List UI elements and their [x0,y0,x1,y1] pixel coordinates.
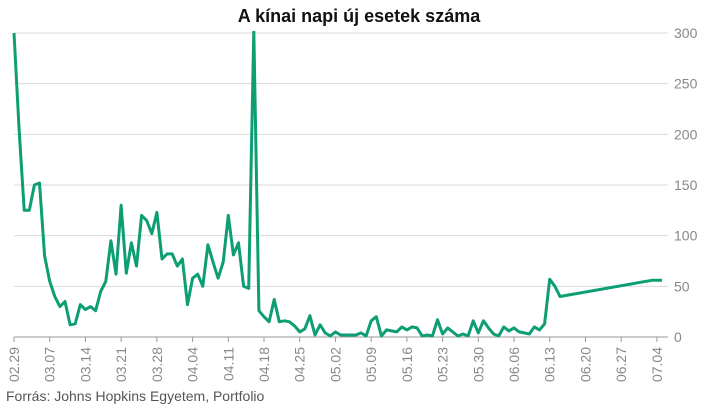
x-tick-label: 05.16 [399,347,415,382]
x-tick-label: 04.18 [256,347,272,382]
x-axis-tick-marks [13,337,658,342]
x-tick-label: 04.04 [185,347,201,382]
x-tick-label: 05.09 [363,347,379,382]
x-tick-label: 06.13 [542,347,558,382]
x-axis-tick-labels: 02.29 03.07 03.14 03.21 03.28 04.04 04.11 04.18… [6,347,665,382]
y-tick-label: 100 [674,228,698,244]
x-tick-label: 05.30 [470,347,486,382]
y-tick-label: 200 [674,126,698,142]
x-tick-label: 04.11 [220,347,236,381]
y-tick-label: 50 [674,278,690,294]
series-line [12,31,662,338]
x-tick-label: 07.04 [649,347,665,382]
y-tick-label: 0 [674,329,682,345]
x-tick-label: 06.06 [506,347,522,382]
x-tick-label: 05.23 [435,347,451,382]
y-tick-label: 250 [674,76,698,92]
x-tick-label: 02.29 [6,347,22,382]
x-tick-label: 06.20 [577,347,593,382]
gridlines [14,32,668,338]
y-axis-tick-labels: 0 50 100 150 200 250 300 [674,25,698,345]
x-tick-label: 04.25 [292,347,308,382]
chart-source: Forrás: Johns Hopkins Egyetem, Portfolio [6,388,265,404]
y-tick-label: 150 [674,177,698,193]
x-tick-label: 03.28 [149,347,165,382]
x-tick-label: 05.02 [327,347,343,382]
x-tick-label: 06.27 [613,347,629,382]
x-tick-label: 03.07 [42,347,58,382]
chart-title: A kínai napi új esetek száma [237,6,481,26]
x-tick-label: 03.21 [113,347,129,382]
x-tick-label: 03.14 [77,347,93,382]
y-tick-label: 300 [674,25,698,41]
